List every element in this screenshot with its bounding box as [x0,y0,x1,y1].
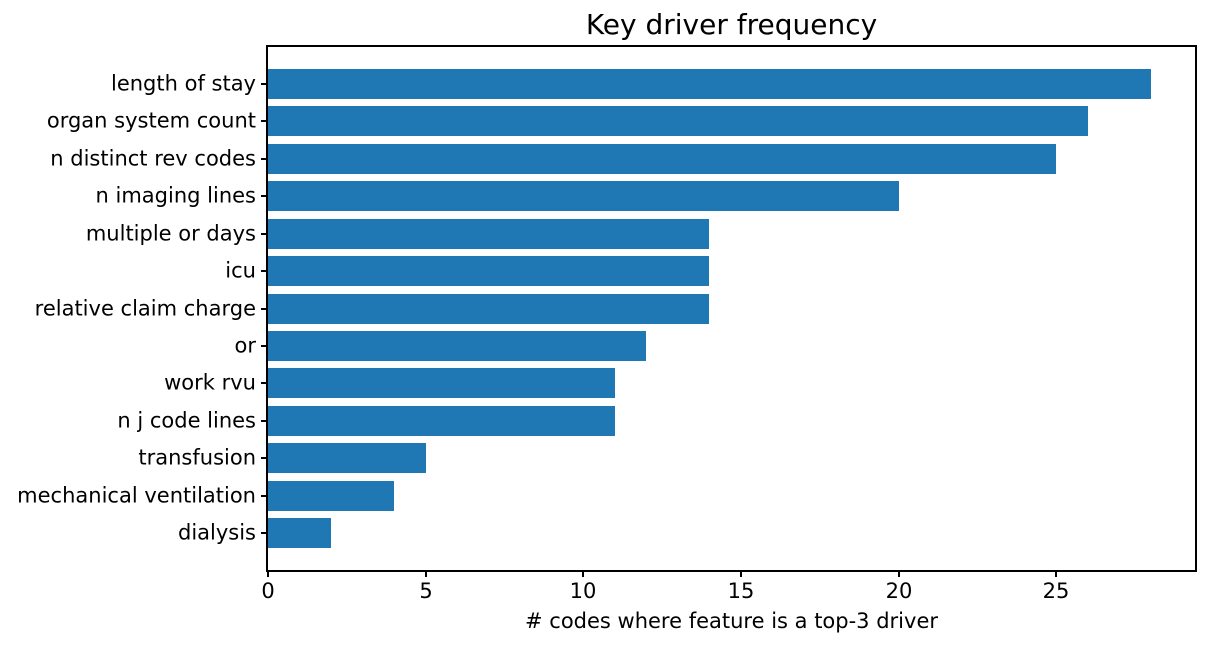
y-tick-label: or [234,333,256,358]
bar [268,443,426,474]
y-tick-mark [261,82,266,85]
y-tick-mark [261,157,266,160]
x-tick-mark [898,572,900,577]
bar [268,480,394,511]
x-axis-label: # codes where feature is a top-3 driver [525,609,938,633]
y-tick-mark [261,232,266,235]
chart-title: Key driver frequency [585,8,878,41]
x-tick-label: 15 [727,579,755,603]
bar [268,256,709,287]
y-tick-mark [261,307,266,310]
y-tick-label: dialysis [177,520,256,545]
y-tick-mark [261,120,266,123]
bar [268,218,709,249]
y-tick-mark [261,344,266,347]
bar [268,518,331,549]
y-tick-mark [261,382,266,385]
bar [268,106,1088,137]
bar [268,68,1151,99]
y-tick-mark [261,494,266,497]
x-tick-label: 20 [885,579,913,603]
bar [268,293,709,324]
y-tick-label: n distinct rev codes [50,146,256,171]
x-tick-mark [425,572,427,577]
x-tick-label: 0 [261,579,275,603]
x-tick-mark [582,572,584,577]
y-tick-label: transfusion [138,445,256,470]
y-tick-mark [261,270,266,273]
x-tick-label: 25 [1042,579,1070,603]
y-tick-label: length of stay [110,71,256,96]
x-tick-label: 5 [419,579,433,603]
plot-area [266,45,1197,572]
x-tick-mark [267,572,269,577]
y-tick-label: organ system count [46,108,256,133]
y-tick-label: n j code lines [117,408,256,433]
y-tick-label: multiple or days [85,221,256,246]
y-tick-mark [261,457,266,460]
y-tick-mark [261,195,266,198]
x-tick-mark [740,572,742,577]
y-tick-mark [261,532,266,535]
y-tick-label: n imaging lines [95,183,256,208]
y-tick-mark [261,419,266,422]
bar [268,181,899,212]
x-tick-mark [1055,572,1057,577]
y-tick-label: mechanical ventilation [17,483,256,508]
bar [268,405,615,436]
bar [268,330,646,361]
bar [268,368,615,399]
x-tick-label: 10 [569,579,597,603]
y-tick-label: work rvu [164,370,256,395]
bar [268,143,1056,174]
y-tick-label: relative claim charge [34,296,256,320]
y-tick-label: icu [225,258,256,283]
